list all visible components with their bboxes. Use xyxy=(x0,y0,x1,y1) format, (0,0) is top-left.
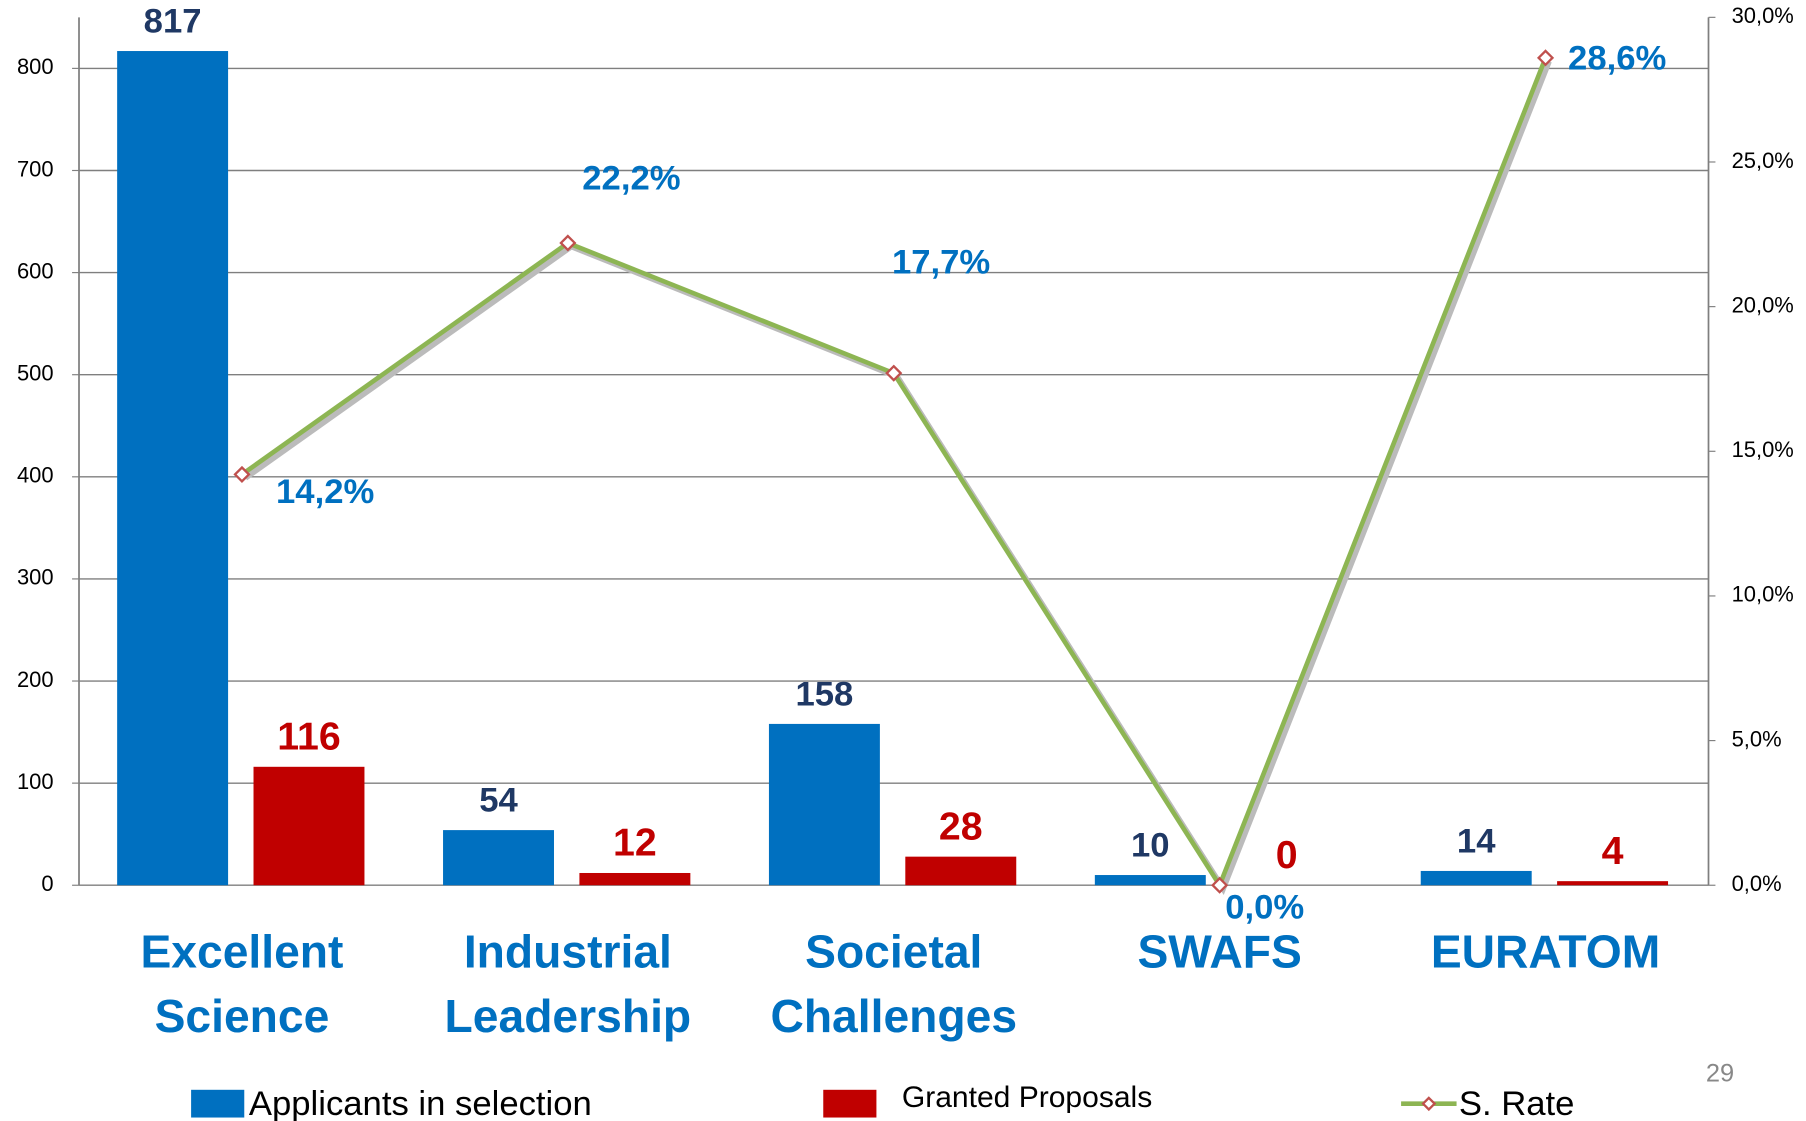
data-label: 116 xyxy=(277,714,340,758)
x-tick-label-box: EURATOM xyxy=(1430,926,1661,978)
x-tick-label-box: Societal Challenges xyxy=(770,926,1018,1043)
bar xyxy=(1557,881,1669,886)
y-tick-label: 500 xyxy=(17,361,54,386)
x-tick-label: Excellent Science xyxy=(140,926,344,1043)
bar xyxy=(905,856,1017,886)
bar xyxy=(253,766,365,886)
y-tick-label: 0 xyxy=(41,871,53,896)
data-label: 22,2% xyxy=(582,160,680,198)
bar xyxy=(1094,875,1206,886)
data-label: 14 xyxy=(1457,822,1496,860)
data-label: 0 xyxy=(1276,833,1298,877)
y-tick-label: 700 xyxy=(17,156,54,181)
marker xyxy=(885,364,903,382)
legend-label: Applicants in selection xyxy=(249,1085,592,1121)
legend-marker xyxy=(1421,1096,1437,1112)
line-shadow xyxy=(243,60,1552,896)
x-tick-label: SWAFS xyxy=(1137,926,1302,978)
data-label: 14,2% xyxy=(276,473,374,511)
y-tick-label: 200 xyxy=(17,667,54,692)
y-tick-label: 400 xyxy=(17,463,54,488)
y-tick-label: 600 xyxy=(17,258,54,283)
y2-tick-label: 15,0% xyxy=(1732,437,1794,462)
marker xyxy=(559,234,577,252)
bar xyxy=(768,723,880,886)
legend-label: Granted Proposals xyxy=(902,1081,1152,1114)
marker xyxy=(1536,49,1555,67)
data-label: 158 xyxy=(796,675,854,713)
x-tick-label-box: Industrial Leadership xyxy=(444,926,692,1043)
x-tick-label: EURATOM xyxy=(1430,926,1661,978)
y2-tick-label: 5,0% xyxy=(1732,726,1782,751)
data-label: 17,7% xyxy=(892,244,990,282)
legend-label: S. Rate xyxy=(1459,1085,1575,1121)
marker xyxy=(233,465,251,484)
y2-tick-label: 25,0% xyxy=(1732,148,1794,173)
data-label: 817 xyxy=(144,2,202,40)
x-tick-label-box: Excellent Science xyxy=(140,926,344,1043)
legend-swatch xyxy=(191,1089,245,1118)
bar xyxy=(579,872,691,886)
y-tick-label: 800 xyxy=(17,54,54,79)
bar xyxy=(443,830,554,886)
y2-tick-label: 30,0% xyxy=(1732,3,1794,28)
y2-tick-label: 0,0% xyxy=(1732,871,1782,896)
x-tick-label-box: SWAFS xyxy=(1137,926,1302,978)
line xyxy=(240,56,1548,891)
data-label: 10 xyxy=(1131,826,1170,864)
data-label: 28 xyxy=(939,804,983,848)
y2-tick-label: 10,0% xyxy=(1732,582,1794,607)
data-label: 4 xyxy=(1602,829,1624,873)
page-number: 29 xyxy=(1706,1059,1734,1087)
y-tick-label: 100 xyxy=(17,769,54,794)
y2-tick-label: 20,0% xyxy=(1732,292,1794,317)
x-tick-label: Industrial Leadership xyxy=(444,926,692,1043)
y-tick-label: 300 xyxy=(17,565,54,590)
marker xyxy=(1211,876,1229,894)
data-label: 28,6% xyxy=(1568,39,1666,77)
bar xyxy=(117,51,229,886)
legend-swatch xyxy=(823,1089,877,1118)
data-label: 54 xyxy=(479,782,518,820)
data-label: 0,0% xyxy=(1225,889,1304,927)
bar xyxy=(1420,870,1532,886)
data-label: 12 xyxy=(613,821,657,865)
x-tick-label: Societal Challenges xyxy=(770,926,1018,1043)
